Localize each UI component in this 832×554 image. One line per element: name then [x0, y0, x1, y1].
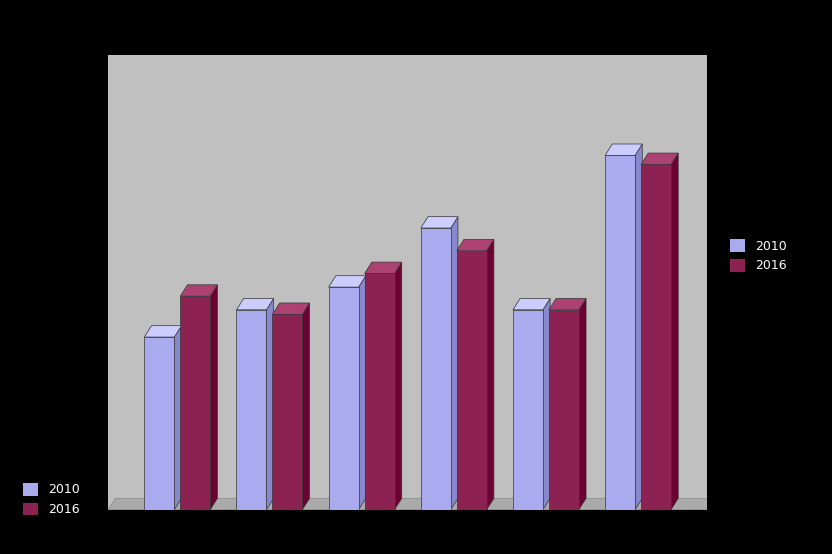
- Polygon shape: [605, 144, 642, 155]
- Polygon shape: [394, 262, 402, 510]
- Polygon shape: [364, 274, 394, 510]
- Polygon shape: [605, 155, 635, 510]
- Polygon shape: [641, 153, 678, 165]
- Polygon shape: [635, 144, 642, 510]
- Legend: 2010, 2016: 2010, 2016: [730, 239, 787, 273]
- Polygon shape: [549, 310, 579, 510]
- Polygon shape: [108, 499, 715, 510]
- Polygon shape: [457, 239, 494, 251]
- Polygon shape: [174, 326, 181, 510]
- Polygon shape: [272, 303, 310, 314]
- Polygon shape: [421, 217, 458, 228]
- Polygon shape: [236, 310, 266, 510]
- Polygon shape: [513, 299, 550, 310]
- Polygon shape: [457, 251, 487, 510]
- Polygon shape: [210, 285, 217, 510]
- Polygon shape: [543, 299, 550, 510]
- Polygon shape: [579, 299, 586, 510]
- Polygon shape: [487, 239, 494, 510]
- Polygon shape: [364, 262, 402, 274]
- Polygon shape: [329, 276, 366, 287]
- Polygon shape: [272, 314, 302, 510]
- Polygon shape: [549, 299, 586, 310]
- Polygon shape: [266, 299, 274, 510]
- Polygon shape: [641, 165, 671, 510]
- Polygon shape: [181, 296, 210, 510]
- Polygon shape: [421, 228, 451, 510]
- Polygon shape: [236, 299, 274, 310]
- Legend: 2010, 2016: 2010, 2016: [23, 483, 80, 516]
- Polygon shape: [451, 217, 458, 510]
- Polygon shape: [302, 303, 310, 510]
- Polygon shape: [671, 153, 678, 510]
- Polygon shape: [329, 287, 359, 510]
- Polygon shape: [144, 326, 181, 337]
- Polygon shape: [144, 337, 174, 510]
- Polygon shape: [181, 285, 217, 296]
- Polygon shape: [359, 276, 366, 510]
- Polygon shape: [513, 310, 543, 510]
